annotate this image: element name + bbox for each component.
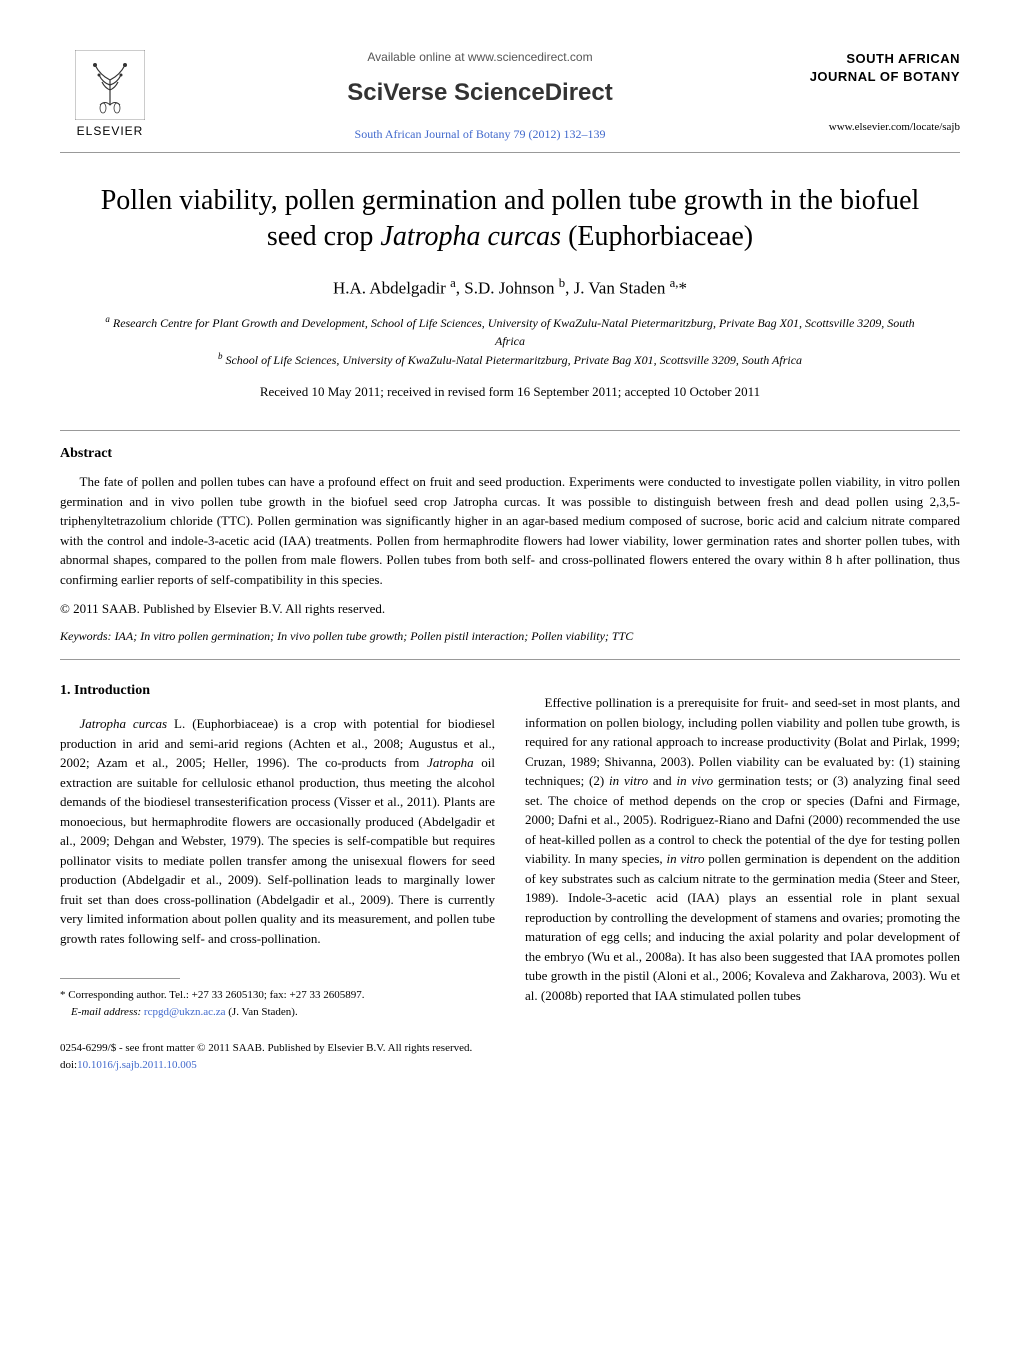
intro-heading: 1. Introduction [60, 680, 495, 701]
genus-name-1: Jatropha [427, 755, 473, 770]
keywords-text: IAA; In vitro pollen germination; In viv… [112, 629, 634, 643]
email-link[interactable]: rcpgd@ukzn.ac.za [141, 1006, 225, 1018]
affiliation-b: School of Life Sciences, University of K… [225, 353, 802, 367]
separator-1 [60, 430, 960, 431]
email-line: E-mail address: rcpgd@ukzn.ac.za (J. Van… [60, 1004, 495, 1021]
in-vitro-2: in vitro [666, 851, 704, 866]
right-text-1b: and [648, 773, 676, 788]
journal-ref-link[interactable]: South African Journal of Botany 79 (2012… [355, 127, 606, 141]
affiliations: a Research Centre for Plant Growth and D… [100, 313, 920, 369]
header-right: SOUTH AFRICAN JOURNAL OF BOTANY www.else… [800, 50, 960, 133]
in-vitro-1: in vitro [609, 773, 648, 788]
footnote-separator [60, 978, 180, 979]
intro-para-1: Jatropha curcas L. (Euphorbiaceae) is a … [60, 714, 495, 948]
header-row: ELSEVIER Available online at www.science… [60, 50, 960, 153]
journal-reference: South African Journal of Botany 79 (2012… [180, 127, 780, 142]
affiliation-a: Research Centre for Plant Growth and Dev… [113, 316, 915, 348]
elsevier-wordmark: ELSEVIER [77, 124, 144, 138]
abstract-body: The fate of pollen and pollen tubes can … [60, 472, 960, 589]
authors: H.A. Abdelgadir a, S.D. Johnson b, J. Va… [60, 276, 960, 299]
issn-line: 0254-6299/$ - see front matter © 2011 SA… [60, 1040, 960, 1057]
in-vivo-1: in vivo [677, 773, 714, 788]
species-name-1: Jatropha curcas [80, 716, 168, 731]
corresponding-author: * Corresponding author. Tel.: +27 33 260… [60, 987, 495, 1004]
right-column: Effective pollination is a prerequisite … [525, 680, 960, 1020]
right-text-1d: pollen germination is dependent on the a… [525, 851, 960, 1003]
available-online-text: Available online at www.sciencedirect.co… [180, 50, 780, 64]
email-label: E-mail address: [71, 1006, 141, 1018]
title-line-2a: seed crop [267, 221, 381, 252]
intro-para-right: Effective pollination is a prerequisite … [525, 693, 960, 1005]
keywords: Keywords: IAA; In vitro pollen germinati… [60, 629, 960, 644]
journal-url: www.elsevier.com/locate/sajb [800, 121, 960, 133]
header-center: Available online at www.sciencedirect.co… [160, 50, 800, 142]
journal-title: SOUTH AFRICAN JOURNAL OF BOTANY [800, 50, 960, 86]
left-column: 1. Introduction Jatropha curcas L. (Euph… [60, 680, 495, 1020]
title-line-1: Pollen viability, pollen germination and… [101, 185, 920, 216]
email-suffix: (J. Van Staden). [226, 1006, 298, 1018]
article-title: Pollen viability, pollen germination and… [100, 183, 920, 256]
elsevier-tree-icon [75, 50, 145, 120]
elsevier-logo: ELSEVIER [60, 50, 160, 138]
keywords-label: Keywords: [60, 629, 112, 643]
abstract-heading: Abstract [60, 446, 960, 462]
dates: Received 10 May 2011; received in revise… [60, 384, 960, 400]
copyright: © 2011 SAAB. Published by Elsevier B.V. … [60, 601, 960, 617]
title-family: (Euphorbiaceae) [561, 221, 753, 252]
separator-2 [60, 659, 960, 660]
footnote: * Corresponding author. Tel.: +27 33 260… [60, 987, 495, 1020]
two-column-body: 1. Introduction Jatropha curcas L. (Euph… [60, 680, 960, 1020]
bottom-matter: 0254-6299/$ - see front matter © 2011 SA… [60, 1040, 960, 1073]
title-species: Jatropha curcas [380, 221, 561, 252]
doi-line: doi:10.1016/j.sajb.2011.10.005 [60, 1057, 960, 1074]
doi-label: doi: [60, 1059, 77, 1071]
sciverse-logo-text: SciVerse ScienceDirect [180, 79, 780, 107]
intro-text-1d: oil extraction are suitable for cellulos… [60, 755, 495, 946]
doi-link[interactable]: 10.1016/j.sajb.2011.10.005 [77, 1059, 197, 1071]
